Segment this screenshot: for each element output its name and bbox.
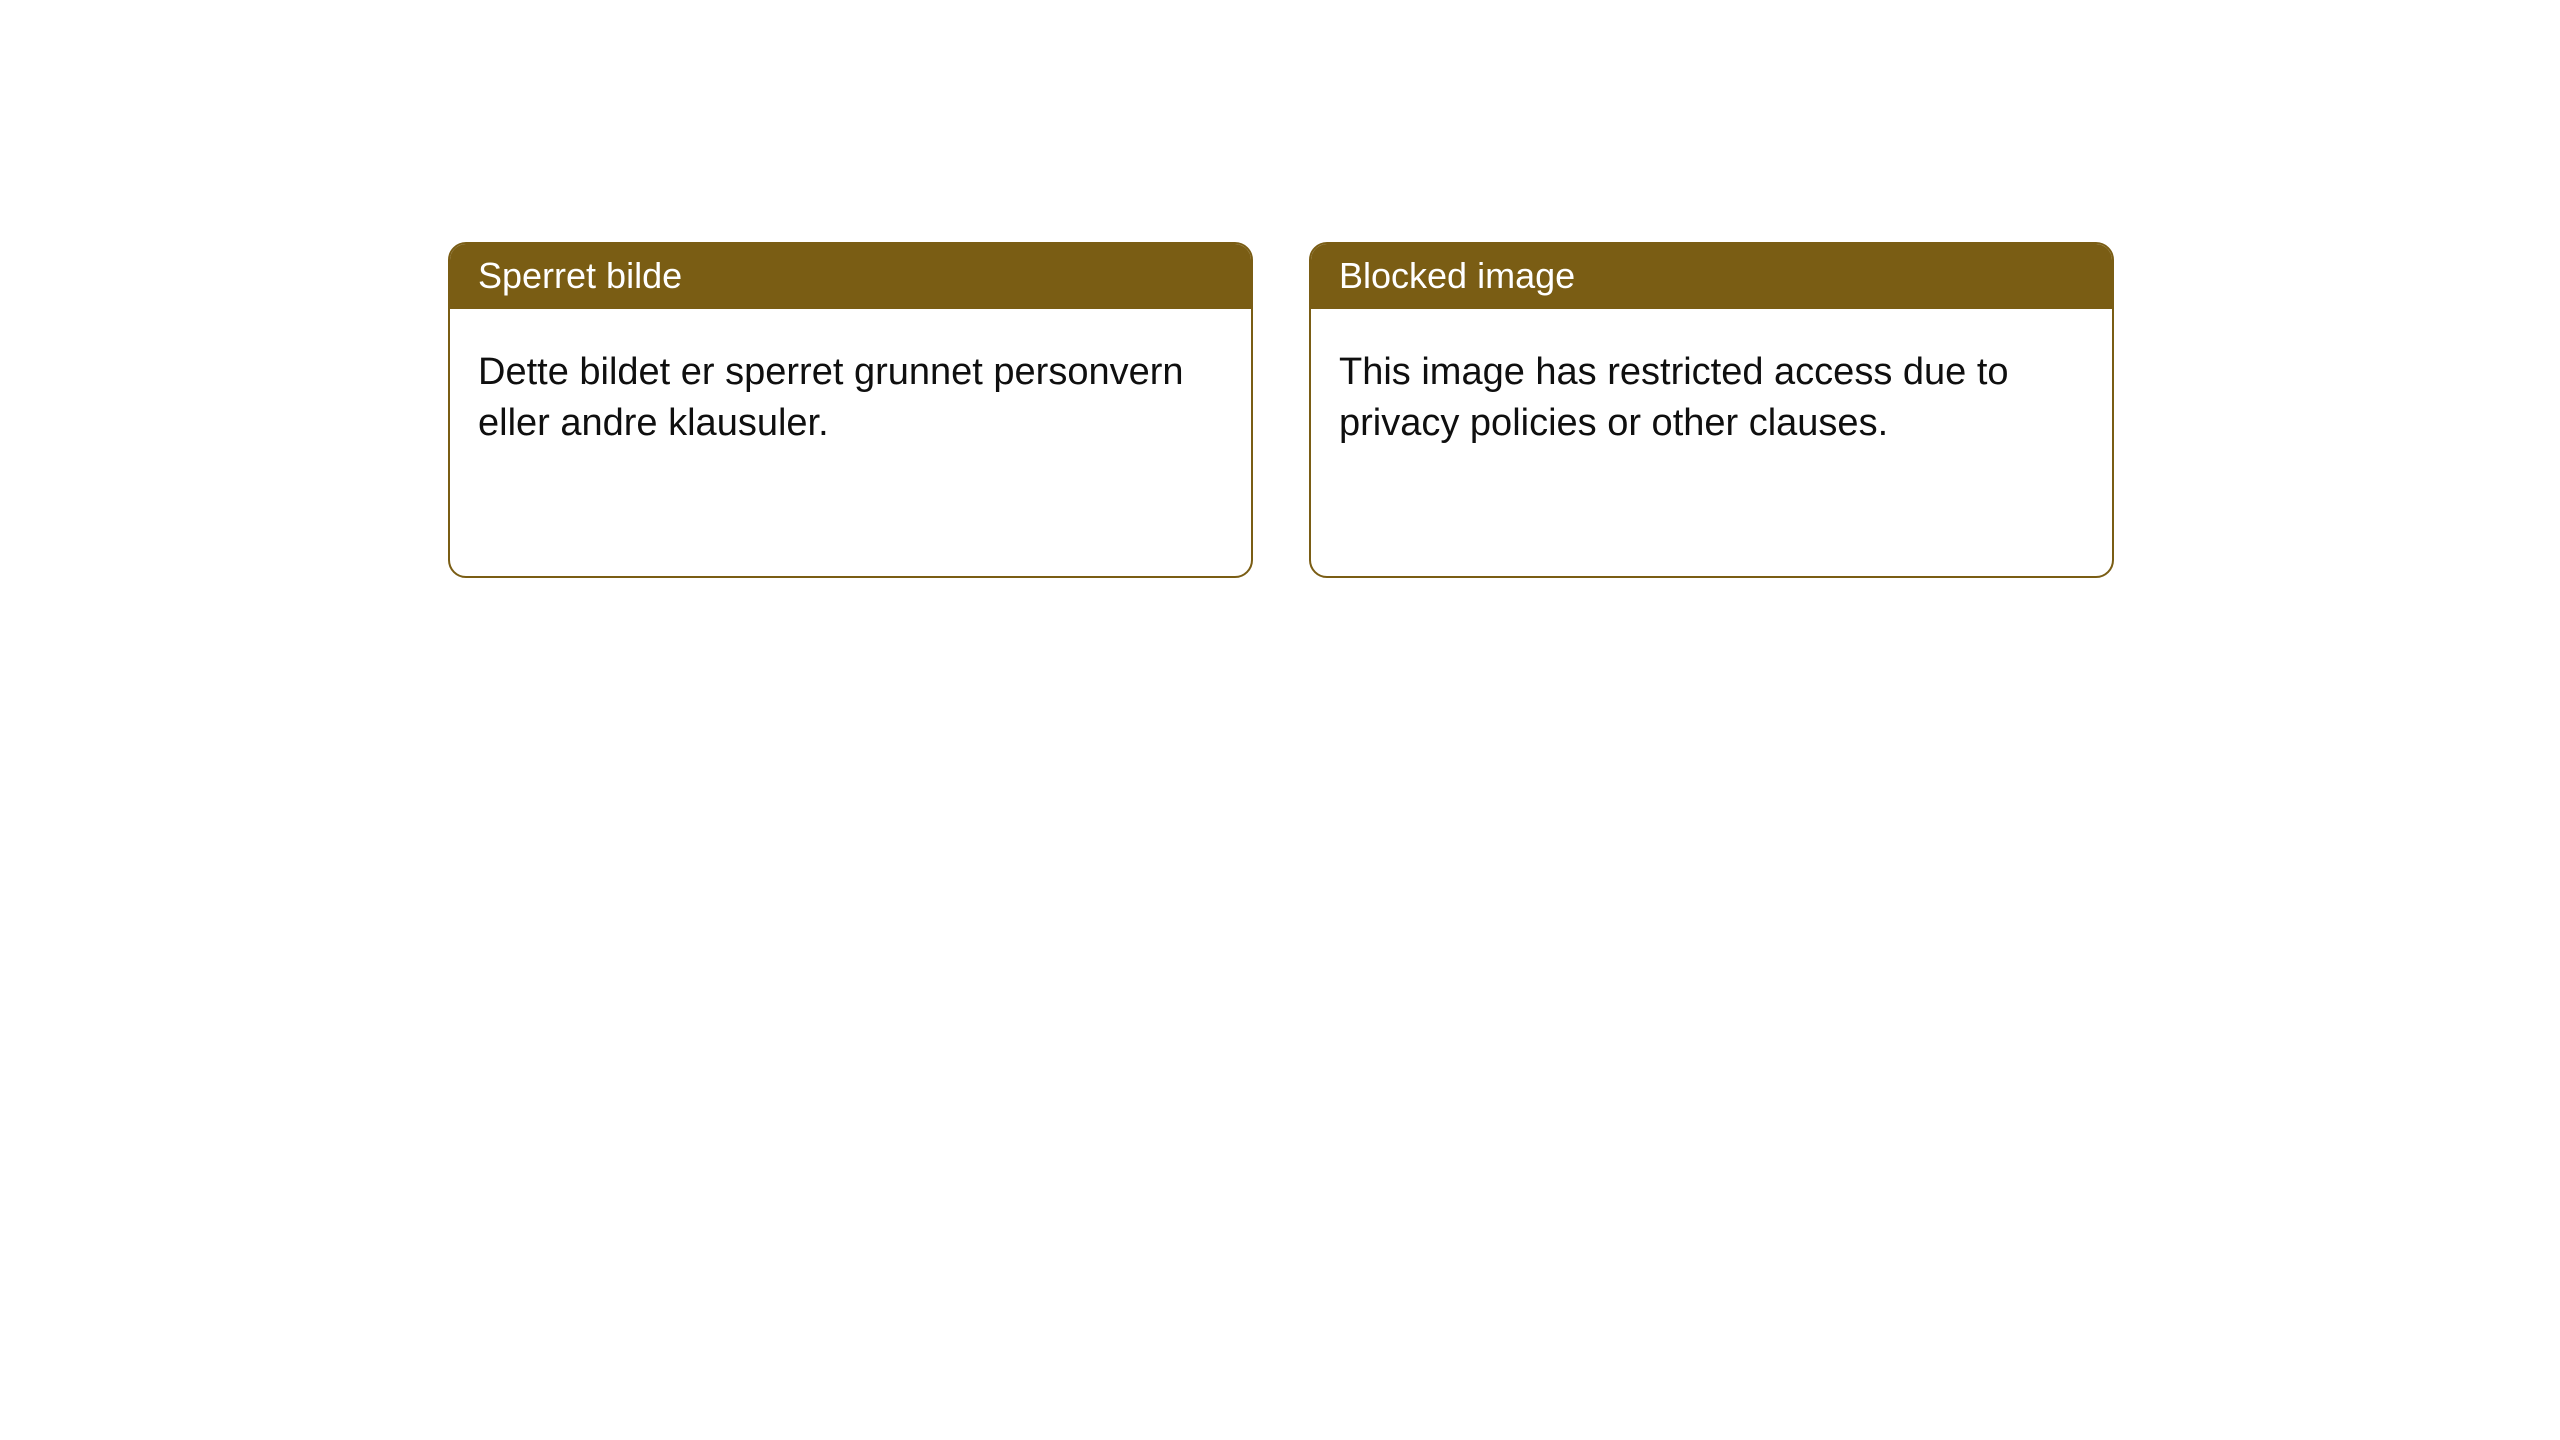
notice-body-english: This image has restricted access due to … — [1311, 309, 2112, 478]
notice-header-english: Blocked image — [1311, 244, 2112, 309]
notice-card-norwegian: Sperret bilde Dette bildet er sperret gr… — [448, 242, 1253, 578]
notice-card-english: Blocked image This image has restricted … — [1309, 242, 2114, 578]
notice-body-norwegian: Dette bildet er sperret grunnet personve… — [450, 309, 1251, 478]
notice-container: Sperret bilde Dette bildet er sperret gr… — [0, 0, 2560, 578]
notice-header-norwegian: Sperret bilde — [450, 244, 1251, 309]
